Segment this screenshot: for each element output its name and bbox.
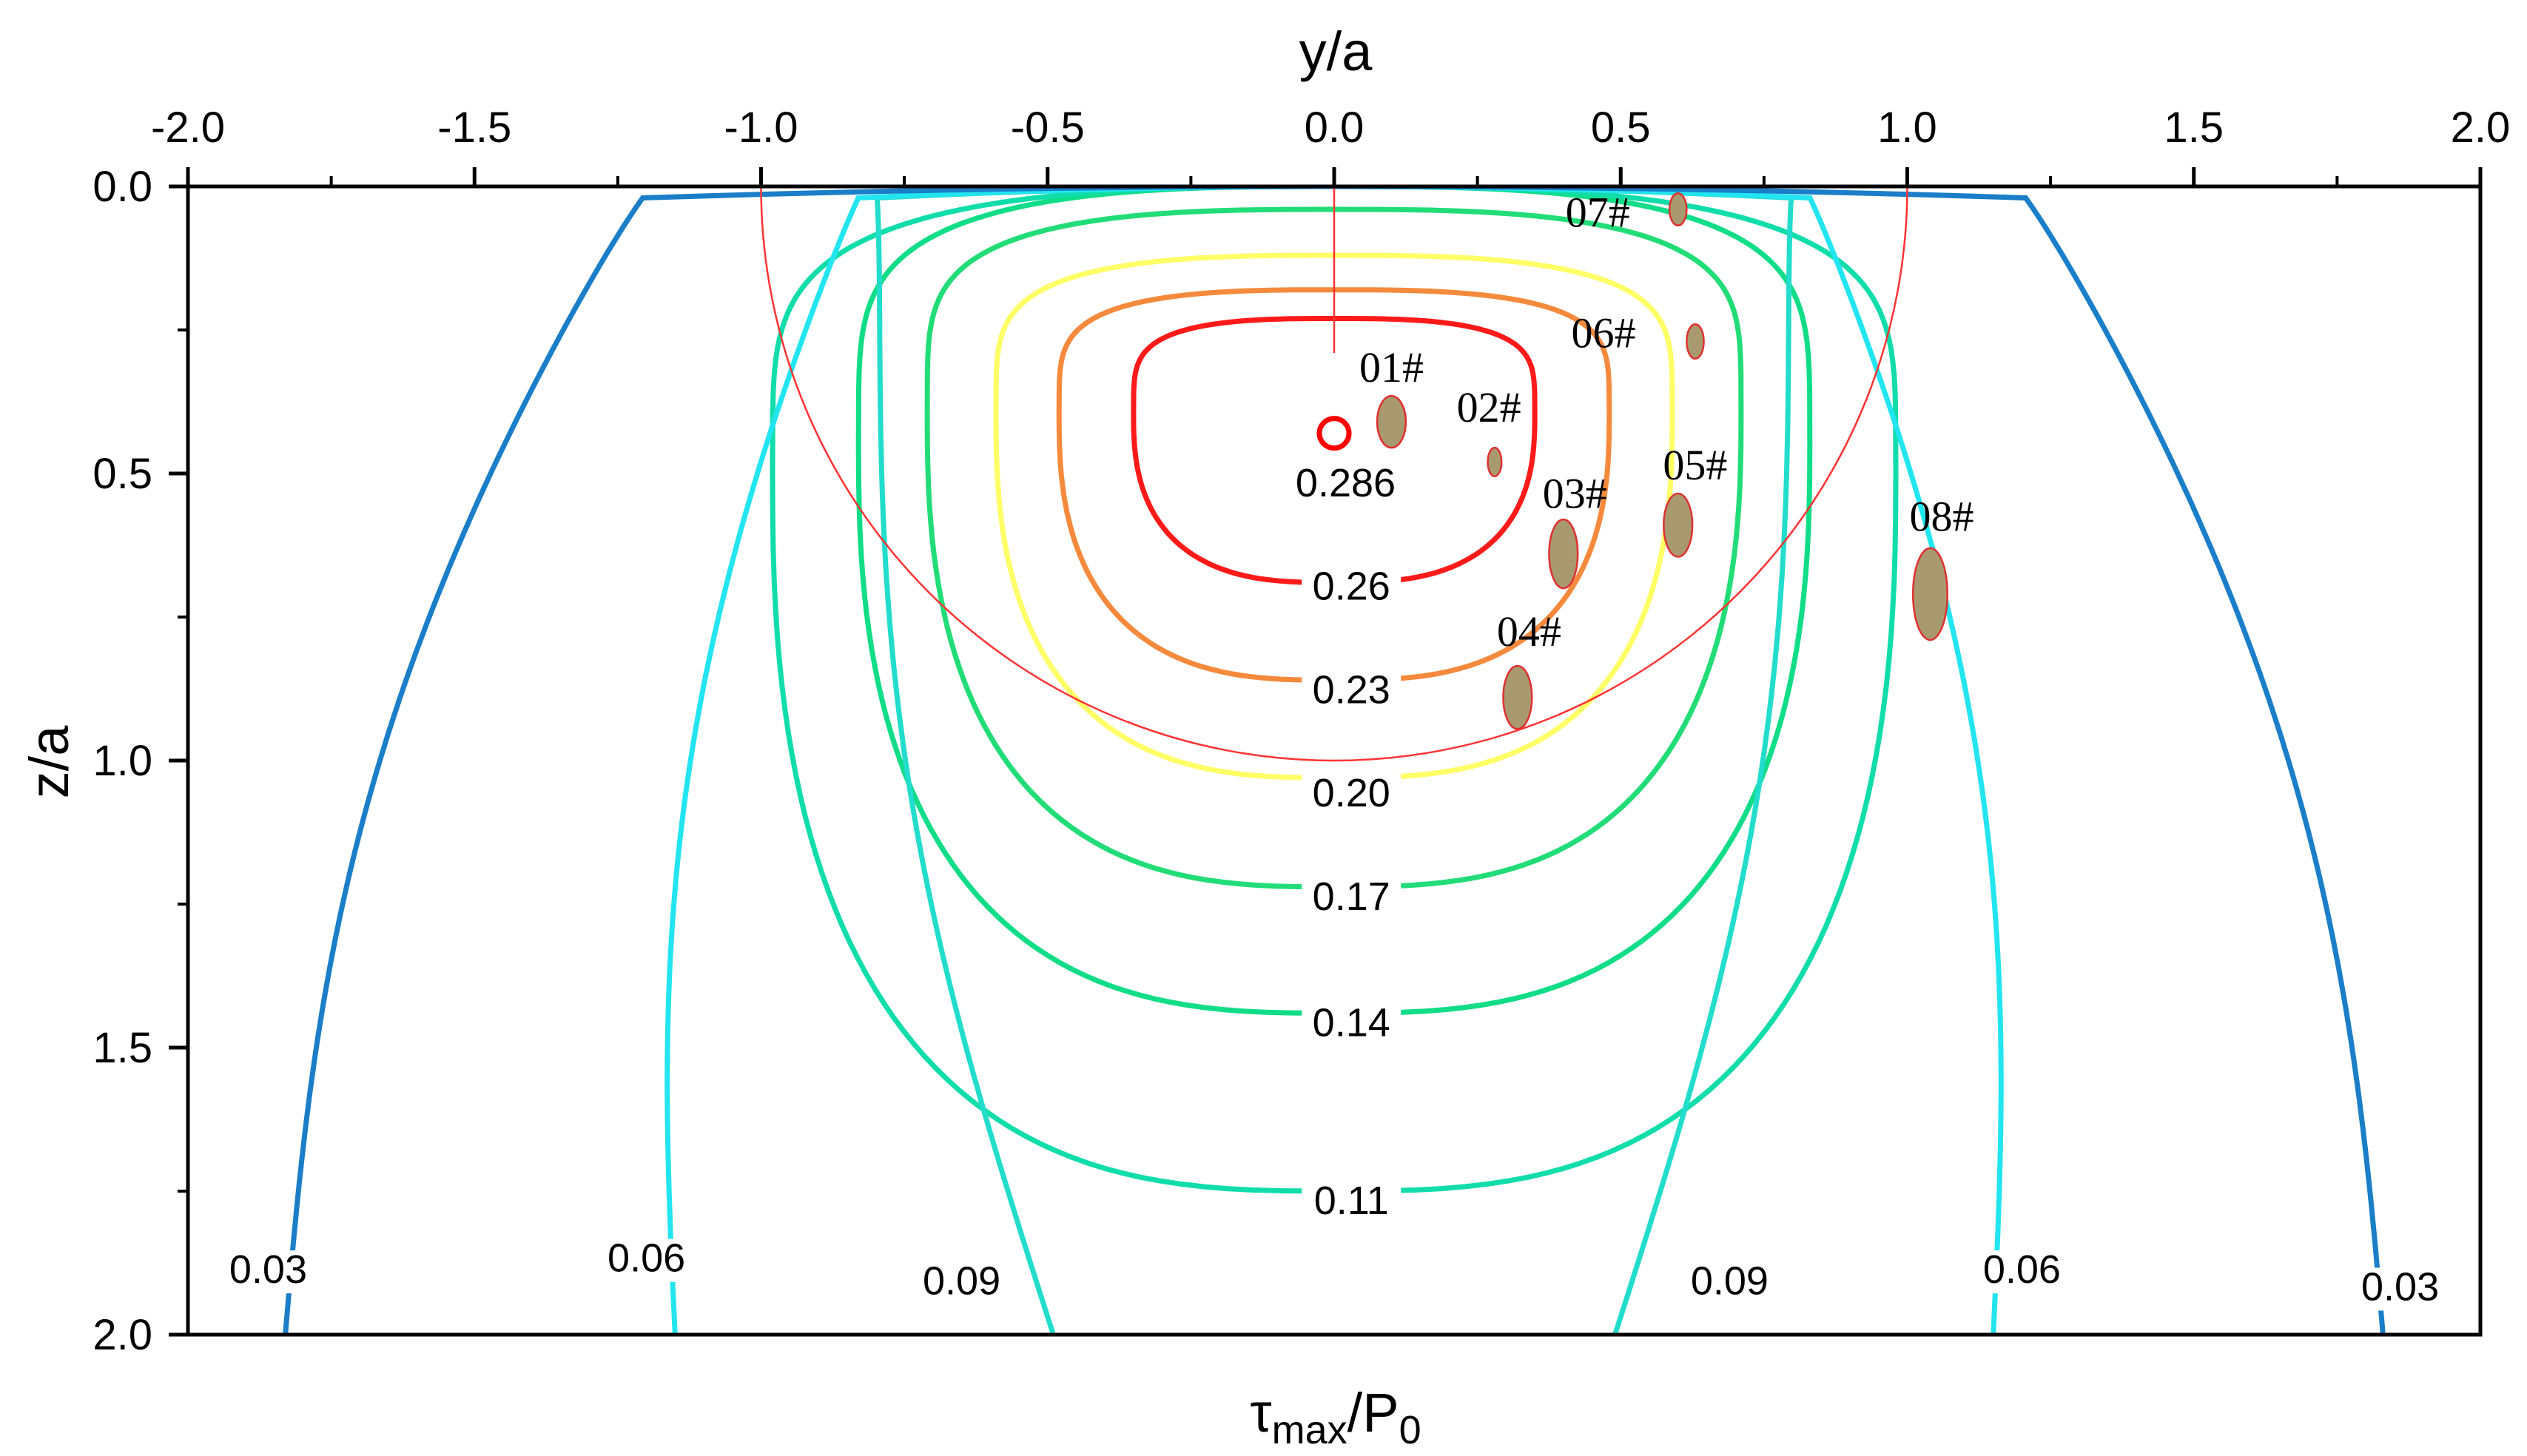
contour-label: 0.03	[2361, 1264, 2439, 1309]
x-tick-label: 2.0	[2451, 104, 2511, 152]
contour-line-0.11	[770, 186, 1899, 1194]
defect-02	[1487, 446, 1503, 478]
plot-area	[283, 186, 2386, 1335]
x-axis-ticks: -2.0 -1.5 -1.0 -0.5 0.0 0.5 1.0 1.5 2.0	[151, 104, 2510, 186]
contour-label-halo	[1302, 1003, 1402, 1047]
contour-label: 0.06	[1983, 1247, 2061, 1292]
contour-label-halo	[218, 1250, 318, 1294]
contour-label: 0.03	[229, 1247, 307, 1292]
y-tick-label: 2.0	[92, 1311, 152, 1359]
colorbar-quantity-label: τmax/P0	[1250, 1382, 1421, 1452]
x-axis-title: y/a	[1299, 21, 1373, 82]
contour-label-halo	[912, 1261, 1012, 1305]
contour-label: 0.06	[608, 1236, 685, 1281]
defect-label: 08#	[1909, 493, 1974, 541]
contour-label-halo	[1680, 1261, 1780, 1305]
contour-label-halo	[1302, 1182, 1402, 1225]
x-tick-label: -0.5	[1011, 104, 1085, 152]
x-tick-label: 1.0	[1877, 104, 1937, 152]
y-tick-label: 0.5	[92, 450, 152, 498]
contour-label: 0.26	[1313, 564, 1390, 609]
reference-circle	[760, 186, 1908, 762]
contour-label-halo	[1302, 774, 1402, 818]
defect-01	[1376, 394, 1407, 449]
contour-label-halo	[1972, 1250, 2072, 1294]
contour-label: 0.23	[1313, 667, 1390, 712]
y-tick-label: 1.0	[92, 737, 152, 785]
contour-label: 0.20	[1313, 771, 1390, 815]
contour-label: 0.286	[1296, 461, 1396, 505]
contour-label-halo	[1302, 670, 1402, 714]
defect-07	[1668, 192, 1688, 227]
contour-label: 0.09	[1691, 1259, 1769, 1304]
contour-labels: 0.286 0.26 0.23 0.20 0.17 0.14 0.11 0.09 0.09 0.0…	[218, 461, 2450, 1311]
reference-marks	[760, 186, 1908, 762]
x-tick-label: 0.0	[1305, 104, 1365, 152]
defect-06	[1686, 323, 1705, 360]
defect-labels: 01# 02# 03# 04# 05# 06# 07# 08#	[1359, 188, 1974, 655]
contour-line-0.03	[283, 186, 2386, 1335]
contour-lines	[283, 186, 2386, 1335]
defect-04	[1502, 664, 1533, 730]
y-axis-title: z/a	[18, 725, 80, 799]
x-tick-label: 1.5	[2164, 104, 2224, 152]
contour-peak-0.286	[1316, 416, 1352, 451]
contour-label-halo	[2350, 1267, 2450, 1311]
defect-label: 06#	[1572, 309, 1636, 357]
defect-label: 07#	[1566, 188, 1630, 236]
x-tick-label: -1.5	[437, 104, 511, 152]
contour-label: 0.17	[1313, 874, 1390, 919]
quantity-subscript-zero: 0	[1399, 1408, 1421, 1452]
contour-label-halo	[1285, 464, 1407, 508]
contour-label: 0.14	[1313, 1000, 1390, 1045]
defect-08	[1911, 547, 1948, 641]
x-tick-label: -2.0	[151, 104, 225, 152]
defect-label: 02#	[1457, 383, 1521, 431]
contour-label-halo	[1302, 877, 1402, 920]
contour-label: 0.11	[1314, 1179, 1389, 1223]
quantity-divider: /P	[1347, 1382, 1399, 1443]
x-tick-label: -1.0	[724, 104, 798, 152]
x-tick-label: 0.5	[1591, 104, 1651, 152]
contour-label-halo	[596, 1238, 696, 1282]
contour-line-0.09	[874, 186, 1794, 1335]
defect-03	[1548, 518, 1579, 590]
defect-label: 04#	[1497, 607, 1561, 655]
y-tick-label: 0.0	[92, 163, 152, 211]
contour-line-0.14	[855, 186, 1813, 1016]
defect-markers	[1376, 192, 1948, 730]
contour-label: 0.09	[923, 1259, 1000, 1304]
contour-label-halo	[1302, 567, 1402, 610]
quantity-symbol: τ	[1250, 1382, 1271, 1443]
defect-label: 03#	[1543, 470, 1607, 518]
y-axis-ticks: 0.0 0.5 1.0 1.5 2.0	[92, 163, 188, 1359]
defect-label: 01#	[1359, 343, 1424, 391]
defect-label: 05#	[1663, 441, 1727, 489]
quantity-subscript-max: max	[1272, 1408, 1347, 1452]
contour-line-0.06	[664, 186, 2004, 1335]
y-tick-label: 1.5	[92, 1024, 152, 1072]
defect-05	[1663, 492, 1694, 558]
